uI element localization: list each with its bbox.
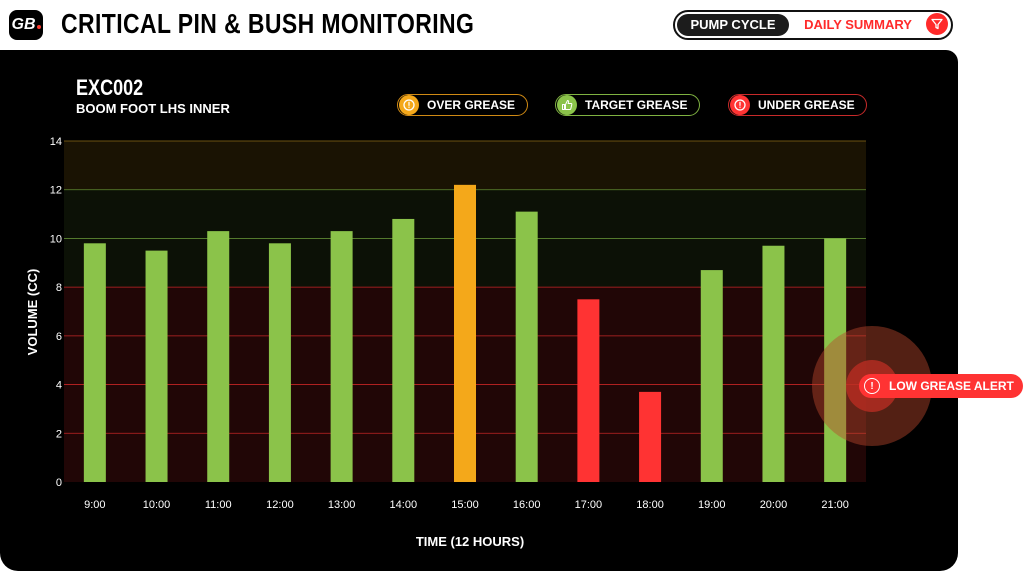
thumbs-up-icon <box>557 95 577 115</box>
asset-id: EXC002 <box>76 75 144 100</box>
y-axis-label: VOLUME (CC) <box>25 269 40 356</box>
bar-1300[interactable] <box>330 231 353 482</box>
legend-under-grease[interactable]: UNDER GREASE <box>728 94 867 116</box>
x-tick-label: 15:00 <box>451 499 479 511</box>
filter-icon <box>931 18 943 30</box>
logo-text: GB <box>11 16 36 33</box>
x-tick-label: 20:00 <box>760 499 788 511</box>
alert-label: LOW GREASE ALERT <box>889 379 1014 393</box>
warning-icon <box>730 95 750 115</box>
y-tick-label: 8 <box>56 282 62 294</box>
band-over <box>64 141 866 190</box>
y-tick-label: 12 <box>50 185 62 197</box>
logo-dot <box>36 25 41 29</box>
y-tick-label: 6 <box>56 331 62 343</box>
page-title: CRITICAL PIN & BUSH MONITORING <box>61 8 475 39</box>
x-tick-label: 11:00 <box>205 499 232 511</box>
legend-over-grease[interactable]: OVER GREASE <box>397 94 528 116</box>
y-tick-label: 10 <box>50 233 62 245</box>
bar-1900[interactable] <box>700 270 723 482</box>
bar-1700[interactable] <box>577 299 600 482</box>
x-tick-label: 17:00 <box>575 499 603 511</box>
legend-over-label: OVER GREASE <box>427 98 516 112</box>
x-tick-label: 9:00 <box>84 499 105 511</box>
bar-2100[interactable] <box>824 238 847 482</box>
y-tick-label: 0 <box>56 477 62 489</box>
y-tick-label: 14 <box>50 136 62 148</box>
warning-icon: ! <box>864 378 880 394</box>
warning-icon <box>399 95 419 115</box>
bar-1100[interactable] <box>207 231 230 482</box>
x-tick-label: 13:00 <box>328 499 356 511</box>
x-tick-label: 12:00 <box>266 499 294 511</box>
x-tick-label: 14:00 <box>390 499 418 511</box>
x-tick-label: 18:00 <box>636 499 664 511</box>
y-tick-label: 4 <box>56 380 62 392</box>
bar-1400[interactable] <box>392 218 415 482</box>
tab-daily-summary[interactable]: DAILY SUMMARY <box>804 17 912 32</box>
filter-button[interactable] <box>926 13 948 35</box>
x-tick-label: 19:00 <box>698 499 726 511</box>
bar-1000[interactable] <box>145 250 168 482</box>
asset-location: BOOM FOOT LHS INNER <box>76 101 230 116</box>
x-axis-label: TIME (12 HOURS) <box>416 534 524 549</box>
legend-target-grease[interactable]: TARGET GREASE <box>555 94 700 116</box>
y-tick-label: 2 <box>56 428 62 440</box>
tab-pump-cycle[interactable]: PUMP CYCLE <box>677 14 789 36</box>
low-grease-alert[interactable]: ! LOW GREASE ALERT <box>859 374 1023 398</box>
bar-2000[interactable] <box>762 245 785 482</box>
legend-target-label: TARGET GREASE <box>585 98 688 112</box>
bar-900[interactable] <box>83 243 106 482</box>
x-tick-label: 10:00 <box>143 499 171 511</box>
bar-1600[interactable] <box>515 211 538 482</box>
bar-1200[interactable] <box>268 243 291 482</box>
brand-logo: GB <box>9 10 43 40</box>
x-tick-label: 16:00 <box>513 499 541 511</box>
x-tick-label: 21:00 <box>821 499 849 511</box>
bar-1800[interactable] <box>639 391 662 482</box>
view-toggle: PUMP CYCLE DAILY SUMMARY <box>673 10 953 40</box>
bar-1500[interactable] <box>454 184 476 483</box>
legend-under-label: UNDER GREASE <box>758 98 855 112</box>
